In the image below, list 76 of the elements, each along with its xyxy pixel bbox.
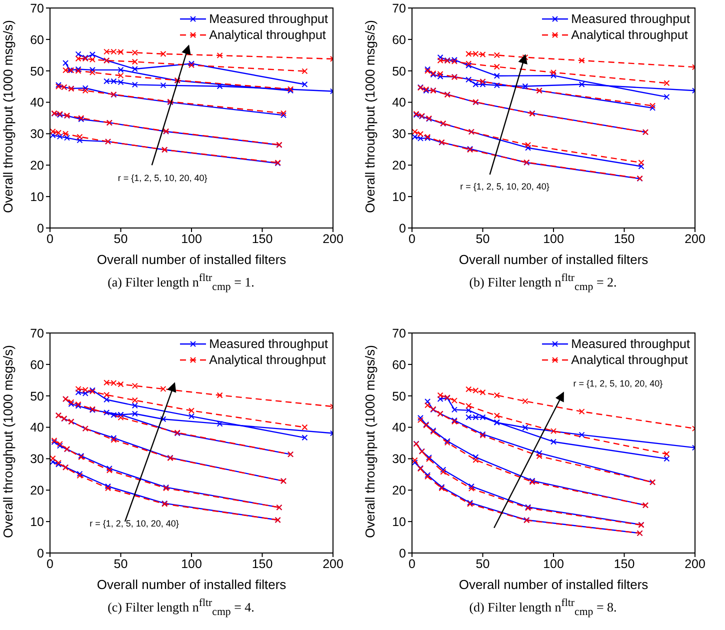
y-axis-title: Overall throughput (1000 msgs/s) — [0, 20, 16, 213]
x-tick-label: 150 — [252, 232, 273, 246]
y-tick-label: 0 — [399, 221, 406, 236]
text: (b) Filter length n$^{fltr}$$_{cmp}$ = 2. — [468, 272, 618, 293]
x-tick-label: 150 — [614, 232, 635, 246]
annotation: r = {1, 2, 5, 10, 20, 40} — [90, 518, 179, 529]
x-tick-label: 50 — [476, 232, 490, 246]
y-tick-label: 50 — [392, 64, 406, 78]
legend-label: Analytical throughput — [209, 27, 326, 43]
y-tick-label: 60 — [30, 32, 44, 47]
x-tick-label: 200 — [322, 232, 344, 246]
x-tick-label: 50 — [114, 232, 128, 246]
y-tick-label: 60 — [30, 358, 44, 372]
y-tick-label: 30 — [30, 127, 44, 142]
text: (a) Filter length n$^{fltr}$$_{cmp}$ = 1. — [106, 272, 256, 293]
x-axis-title: Overall number of installed filters — [96, 252, 287, 267]
x-axis-title: Overall number of installed filters — [458, 577, 649, 592]
legend-label: Measured throughput — [209, 336, 328, 352]
y-tick-label: 40 — [30, 420, 44, 435]
legend-label: Analytical throughput — [571, 352, 688, 368]
annotation: r = {1, 2, 5, 10, 20, 40} — [573, 378, 663, 388]
y-tick-label: 20 — [30, 158, 44, 173]
x-tick-label: 50 — [476, 556, 490, 571]
y-tick-label: 40 — [30, 96, 44, 110]
y-tick-label: 60 — [392, 358, 406, 372]
y-tick-label: 40 — [392, 420, 406, 435]
y-tick-label: 10 — [30, 190, 44, 204]
y-tick-label: 30 — [30, 452, 44, 466]
y-tick-label: 70 — [392, 1, 406, 16]
y-tick-label: 60 — [392, 32, 406, 47]
y-tick-label: 50 — [30, 389, 44, 404]
x-tick-label: 100 — [543, 232, 564, 246]
y-tick-label: 10 — [392, 515, 406, 530]
y-axis-title: Overall throughput (1000 msgs/s) — [362, 20, 378, 213]
text: (c) Filter length n$^{fltr}$$_{cmp}$ = 4. — [106, 597, 256, 618]
y-tick-label: 10 — [392, 190, 406, 204]
annotation: r = {1, 2, 5, 10, 20, 40} — [460, 181, 550, 192]
y-axis-title: Overall throughput (1000 msgs/s) — [0, 345, 16, 538]
y-tick-label: 50 — [392, 389, 406, 404]
legend-label: Measured throughput — [571, 11, 690, 27]
legend-label: Measured throughput — [209, 11, 328, 27]
y-tick-label: 70 — [392, 326, 406, 340]
x-tick-label: 200 — [322, 556, 344, 571]
text: (d) Filter length n$^{fltr}$$_{cmp}$ = 8. — [468, 597, 618, 618]
y-tick-label: 10 — [30, 515, 44, 530]
x-tick-label: 100 — [181, 556, 202, 571]
x-tick-label: 0 — [408, 556, 416, 571]
legend-label: Measured throughput — [571, 336, 690, 352]
legend-label: Analytical throughput — [571, 27, 688, 43]
x-axis-title: Overall number of installed filters — [96, 577, 287, 592]
x-tick-label: 0 — [46, 232, 54, 246]
y-tick-label: 0 — [37, 546, 44, 560]
y-axis-title: Overall throughput (1000 msgs/s) — [362, 345, 378, 538]
x-tick-label: 150 — [614, 556, 635, 571]
x-tick-label: 200 — [684, 556, 706, 571]
x-tick-label: 50 — [114, 556, 128, 571]
x-tick-label: 0 — [46, 556, 54, 571]
y-tick-label: 20 — [392, 158, 406, 173]
annotation: r = {1, 2, 5, 10, 20, 40} — [118, 173, 208, 184]
y-tick-label: 70 — [30, 1, 44, 16]
y-tick-label: 20 — [30, 484, 44, 498]
y-tick-label: 70 — [30, 326, 44, 340]
y-tick-label: 30 — [392, 127, 406, 142]
y-tick-label: 30 — [392, 452, 406, 466]
y-tick-label: 20 — [392, 484, 406, 498]
x-axis-title: Overall number of installed filters — [458, 252, 649, 267]
x-tick-label: 100 — [543, 556, 564, 571]
y-tick-label: 40 — [392, 96, 406, 110]
x-tick-label: 0 — [408, 232, 416, 246]
x-tick-label: 200 — [684, 232, 706, 246]
x-tick-label: 150 — [252, 556, 273, 571]
y-tick-label: 0 — [37, 221, 44, 236]
x-tick-label: 100 — [181, 232, 202, 246]
y-tick-label: 50 — [30, 64, 44, 78]
legend-label: Analytical throughput — [209, 352, 326, 368]
y-tick-label: 0 — [399, 546, 406, 560]
